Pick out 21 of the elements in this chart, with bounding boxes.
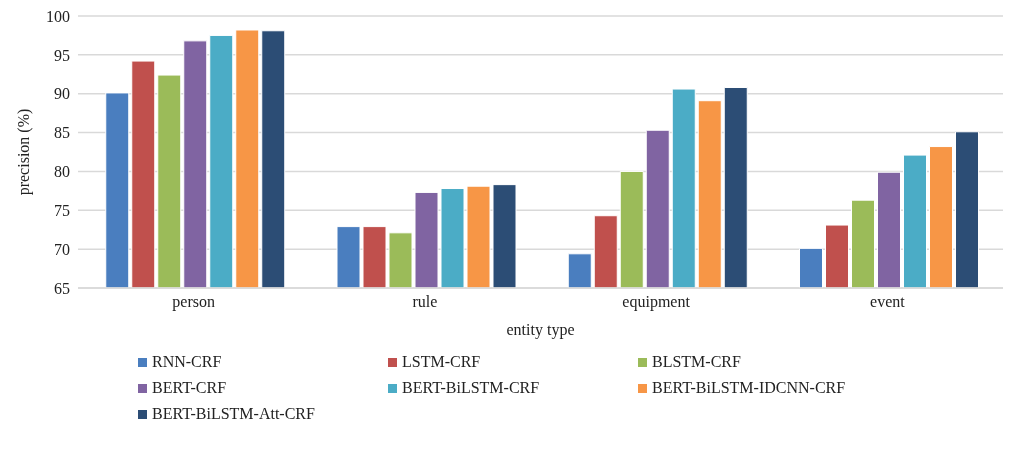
- x-tick-label: event: [870, 293, 906, 311]
- y-tick-label: 90: [54, 85, 70, 103]
- y-tick-label: 70: [54, 240, 70, 258]
- x-tick-label: person: [172, 293, 215, 312]
- x-tick-label: equipment: [622, 293, 691, 312]
- y-tick-label: 75: [54, 201, 70, 219]
- y-tick-label: 80: [54, 163, 70, 181]
- legend-label: BLSTM-CRF: [652, 353, 741, 371]
- legend-label: BERT-BiLSTM-IDCNN-CRF: [652, 379, 846, 397]
- legend-label: RNN-CRF: [152, 353, 222, 371]
- x-tick-label: rule: [412, 293, 438, 311]
- legend-label: BERT-CRF: [152, 379, 227, 397]
- y-tick-label: 65: [54, 279, 70, 297]
- x-axis-title: entity type: [506, 321, 575, 339]
- legend-label: BERT-BiLSTM-CRF: [402, 379, 540, 397]
- y-axis-title: precision (%): [14, 108, 33, 196]
- y-tick-label: 100: [46, 7, 70, 25]
- y-tick-label: 95: [54, 46, 70, 64]
- legend-label: LSTM-CRF: [402, 353, 481, 371]
- legend-label: BERT-BiLSTM-Att-CRF: [152, 405, 315, 423]
- y-tick-label: 85: [54, 124, 70, 142]
